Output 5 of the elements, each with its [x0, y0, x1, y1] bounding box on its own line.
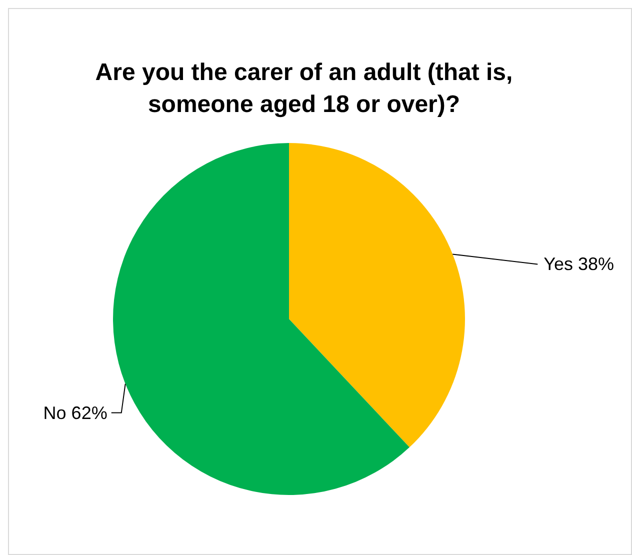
slice-label: Yes 38% [544, 254, 614, 274]
chart-title: Are you the carer of an adult (that is, someone aged 18 or over)? [94, 58, 514, 120]
pie-slice [289, 143, 465, 448]
slice-label: No 62% [43, 402, 108, 423]
pie-slice [113, 143, 410, 495]
